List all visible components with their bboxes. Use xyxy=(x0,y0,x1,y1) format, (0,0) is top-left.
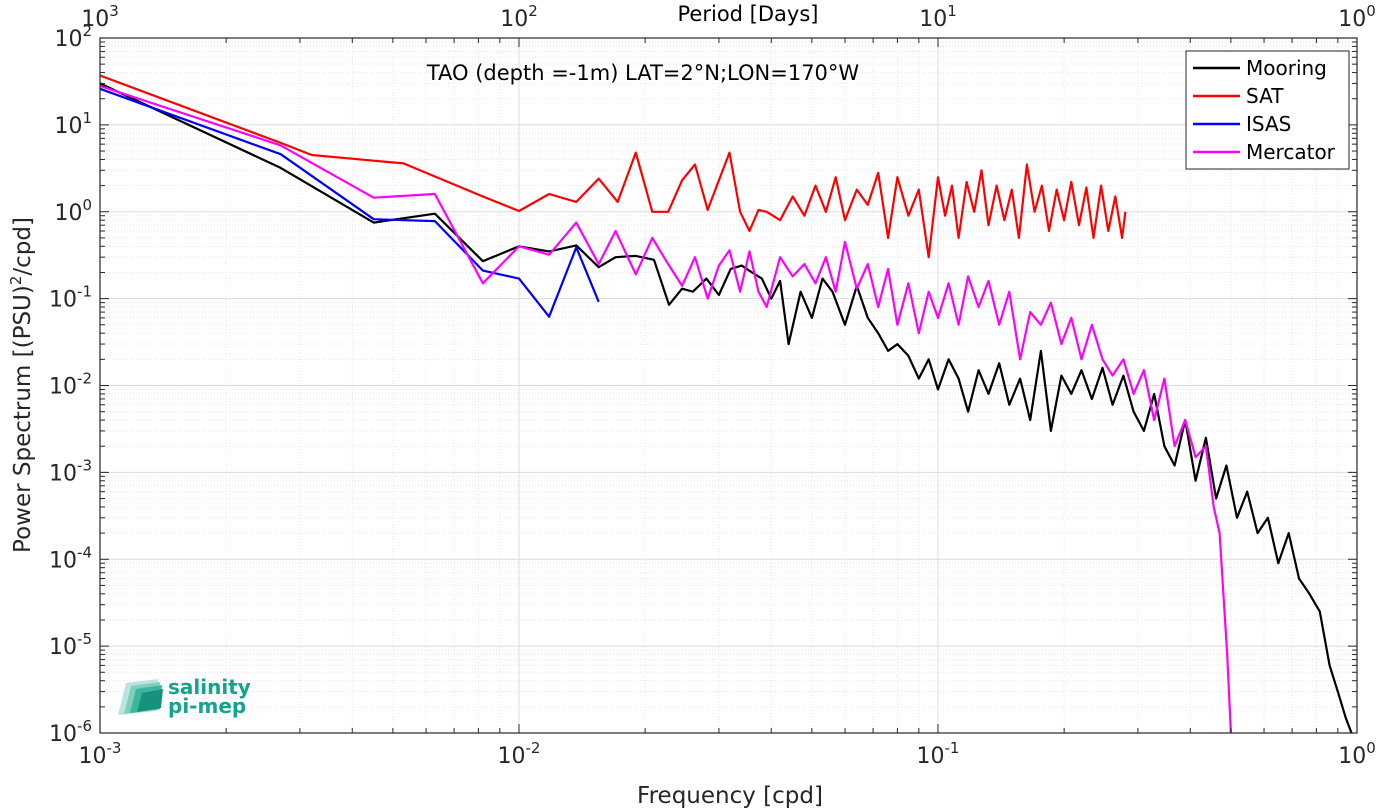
legend-label-sat: SAT xyxy=(1246,84,1284,108)
logo-text-line1: salinity xyxy=(168,675,251,699)
top-axis-label: Period [Days] xyxy=(678,2,819,26)
y-tick-label-base: 10 xyxy=(49,288,77,313)
y-tick-label: 102 xyxy=(54,22,92,52)
y-tick-label: 10-2 xyxy=(49,370,92,400)
x-tick-label: 10-1 xyxy=(917,739,960,769)
chart-title: TAO (depth =-1m) LAT=2°N;LON=170°W xyxy=(426,61,860,85)
y-tick-label-exponent: 2 xyxy=(82,22,92,40)
top-tick-label: 103 xyxy=(81,2,119,32)
y-tick-label-exponent: 0 xyxy=(82,196,92,214)
top-tick-label-base: 10 xyxy=(1338,7,1366,32)
top-tick-label-base: 10 xyxy=(919,7,947,32)
top-tick-label-exponent: 1 xyxy=(947,2,957,20)
x-tick-label-exponent: -2 xyxy=(526,739,541,757)
legend-label-mercator: Mercator xyxy=(1246,140,1336,164)
logo-mark-icon xyxy=(118,679,163,715)
top-tick-label-exponent: 2 xyxy=(528,2,538,20)
top-tick-label: 102 xyxy=(500,2,538,32)
y-tick-label-exponent: -4 xyxy=(77,543,92,561)
x-tick-label-base: 10 xyxy=(1338,744,1366,769)
x-tick-label: 10-2 xyxy=(498,739,541,769)
y-tick-label-base: 10 xyxy=(49,548,77,573)
y-axis-label: Power Spectrum [(PSU)2/cpd] xyxy=(7,217,36,553)
y-tick-label-exponent: -6 xyxy=(77,717,92,735)
grid-lines xyxy=(99,38,1357,734)
x-tick-label-base: 10 xyxy=(79,744,107,769)
top-tick-label: 101 xyxy=(919,2,957,32)
top-tick-label-exponent: 3 xyxy=(109,2,119,20)
y-tick-label: 101 xyxy=(54,109,92,139)
legend: Mooring SAT ISAS Mercator xyxy=(1185,50,1350,170)
x-tick-label-exponent: -3 xyxy=(107,739,122,757)
y-tick-label-base: 10 xyxy=(49,461,77,486)
y-tick-label-exponent: -1 xyxy=(77,283,92,301)
legend-label-isas: ISAS xyxy=(1246,112,1291,136)
salinity-pi-mep-logo: salinity pi-mep xyxy=(118,675,251,718)
y-tick-label: 10-5 xyxy=(49,630,92,660)
y-tick-label: 100 xyxy=(54,196,92,226)
tick-marks xyxy=(99,38,1357,734)
y-tick-label: 10-3 xyxy=(49,456,92,486)
tick-labels: 10-3 10-2 10-1 10010-610-510-410-310-210-11… xyxy=(49,2,1376,769)
series-line-isas xyxy=(99,87,600,318)
y-tick-label-base: 10 xyxy=(49,375,77,400)
logo-text-line2: pi-mep xyxy=(168,694,246,718)
y-axis-label-main: Power Spectrum [(PSU) xyxy=(10,285,36,553)
x-tick-label-base: 10 xyxy=(498,744,526,769)
y-tick-label-exponent: 1 xyxy=(82,109,92,127)
x-tick-label-exponent: 0 xyxy=(1366,739,1376,757)
legend-box xyxy=(1185,50,1350,170)
y-tick-label: 10-6 xyxy=(49,717,92,747)
top-tick-label-exponent: 0 xyxy=(1366,2,1376,20)
y-tick-label: 10-1 xyxy=(49,283,92,313)
y-tick-label: 10-4 xyxy=(49,543,92,573)
y-tick-label-exponent: -5 xyxy=(77,630,92,648)
top-tick-label: 100 xyxy=(1338,2,1376,32)
y-tick-label-exponent: -3 xyxy=(77,456,92,474)
y-tick-label-base: 10 xyxy=(49,635,77,660)
x-axis-label: Frequency [cpd] xyxy=(637,783,823,809)
y-tick-label-exponent: -2 xyxy=(77,370,92,388)
x-tick-label: 10-3 xyxy=(79,739,122,769)
y-axis-label-exponent: 2 xyxy=(7,276,25,286)
series-line-sat xyxy=(99,74,1127,259)
top-tick-label-base: 10 xyxy=(81,7,109,32)
y-tick-label-base: 10 xyxy=(54,114,82,139)
x-tick-label: 100 xyxy=(1338,739,1376,769)
x-tick-label-exponent: -1 xyxy=(945,739,960,757)
y-tick-label-base: 10 xyxy=(54,27,82,52)
top-tick-label-base: 10 xyxy=(500,7,528,32)
series-line-mooring xyxy=(99,82,1353,734)
y-axis-label-tail: /cpd] xyxy=(10,217,36,276)
y-tick-label-base: 10 xyxy=(49,722,77,747)
x-tick-label-base: 10 xyxy=(917,744,945,769)
plot-lines xyxy=(99,74,1353,734)
y-tick-label-base: 10 xyxy=(54,201,82,226)
legend-label-mooring: Mooring xyxy=(1246,56,1327,80)
series-line-mercator xyxy=(99,84,1232,734)
